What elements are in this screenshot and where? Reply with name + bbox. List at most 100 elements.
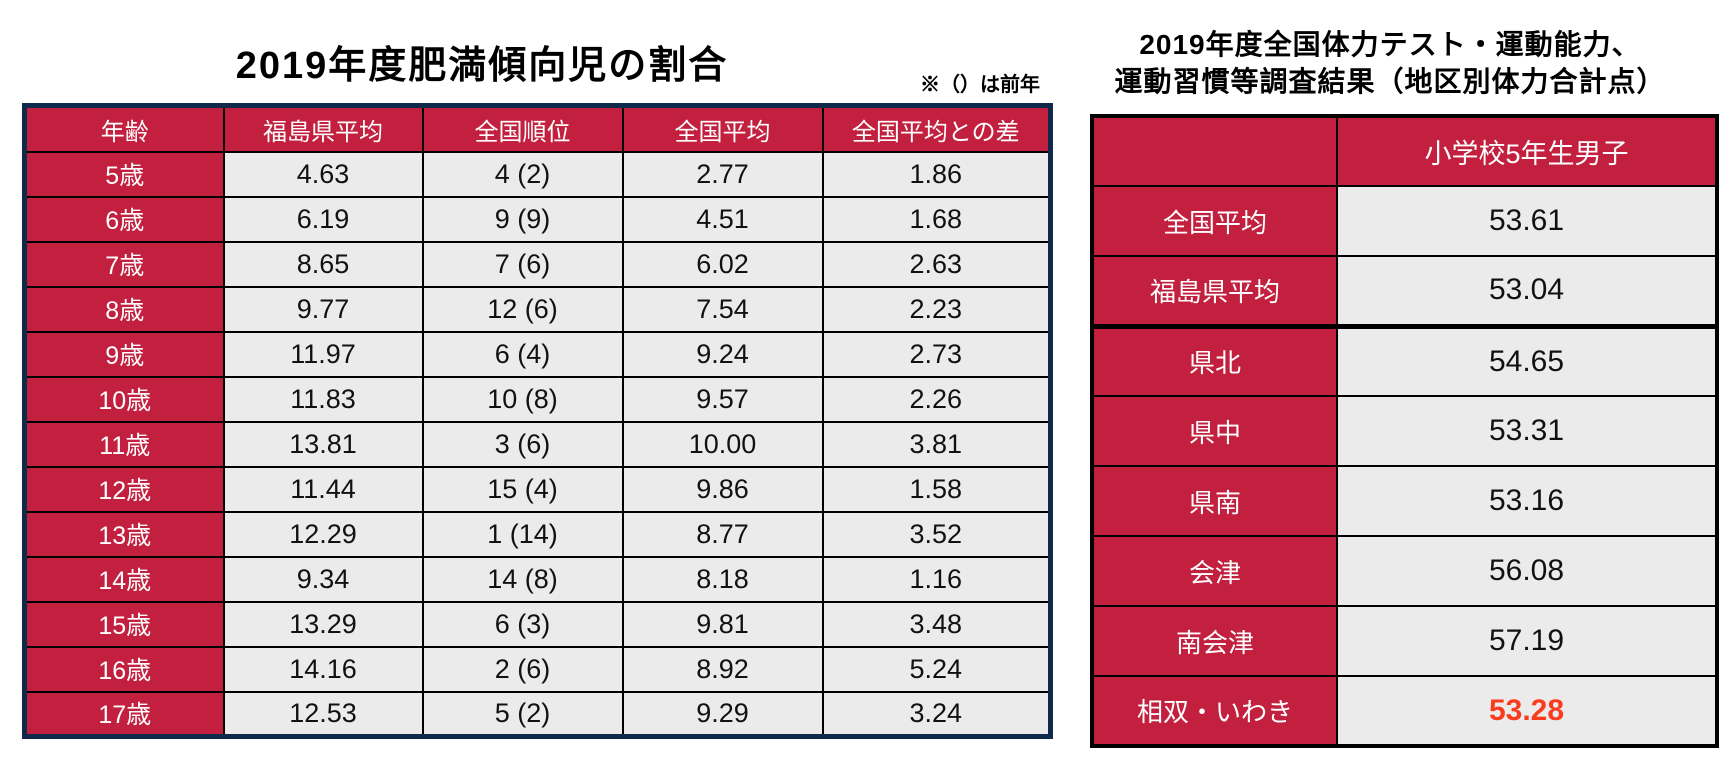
fitness-table-row: 会津 56.08 (1091, 535, 1718, 607)
fitness-title-line1: 2019年度全国体力テスト・運動能力、 (1139, 29, 1641, 60)
region-label-cell: 県北 (1091, 325, 1338, 397)
obesity-table-row: 14歳 9.34 14 (8) 8.18 1.16 (23, 555, 1052, 603)
fukushima-avg-cell: 13.29 (222, 600, 424, 648)
score-value-cell: 53.04 (1336, 255, 1718, 329)
age-cell: 10歳 (23, 375, 225, 423)
age-cell: 15歳 (23, 600, 225, 648)
obesity-table-row: 10歳 11.83 10 (8) 9.57 2.26 (23, 375, 1052, 423)
obesity-table: 年齢 福島県平均 全国順位 全国平均 全国平均との差 5歳 4.63 4 (2) 2.77 1.… (22, 103, 1053, 739)
national-rank-cell: 6 (4) (421, 330, 624, 378)
score-value-cell: 53.31 (1336, 395, 1718, 467)
fukushima-avg-cell: 6.19 (222, 195, 424, 243)
national-rank-cell: 10 (8) (421, 375, 624, 423)
fitness-table-row: 県北 54.65 (1091, 325, 1718, 397)
obesity-table-row: 11歳 13.81 3 (6) 10.00 3.81 (23, 420, 1052, 468)
score-value-cell: 56.08 (1336, 535, 1718, 607)
national-rank-cell: 5 (2) (421, 690, 624, 738)
national-avg-cell: 8.77 (621, 510, 824, 558)
national-rank-cell: 7 (6) (421, 240, 624, 288)
fukushima-avg-cell: 9.77 (222, 285, 424, 333)
national-avg-cell: 9.29 (621, 690, 824, 738)
fukushima-avg-cell: 14.16 (222, 645, 424, 693)
age-cell: 5歳 (23, 150, 225, 198)
obesity-table-row: 5歳 4.63 4 (2) 2.77 1.86 (23, 150, 1052, 198)
age-cell: 14歳 (23, 555, 225, 603)
national-avg-cell: 10.00 (621, 420, 824, 468)
region-label-cell: 福島県平均 (1091, 255, 1338, 329)
age-cell: 11歳 (23, 420, 225, 468)
diff-cell: 2.73 (821, 330, 1052, 378)
national-rank-cell: 2 (6) (421, 645, 624, 693)
diff-cell: 3.81 (821, 420, 1052, 468)
obesity-header-cell: 福島県平均 (222, 104, 424, 153)
obesity-header-row: 年齢 福島県平均 全国順位 全国平均 全国平均との差 (23, 104, 1052, 153)
diff-cell: 1.58 (821, 465, 1052, 513)
obesity-table-row: 7歳 8.65 7 (6) 6.02 2.63 (23, 240, 1052, 288)
diff-cell: 3.48 (821, 600, 1052, 648)
fukushima-avg-cell: 9.34 (222, 555, 424, 603)
diff-cell: 5.24 (821, 645, 1052, 693)
national-rank-cell: 3 (6) (421, 420, 624, 468)
obesity-table-row: 17歳 12.53 5 (2) 9.29 3.24 (23, 690, 1052, 738)
fukushima-avg-cell: 11.97 (222, 330, 424, 378)
fukushima-avg-cell: 13.81 (222, 420, 424, 468)
national-rank-cell: 12 (6) (421, 285, 624, 333)
fitness-table-row: 福島県平均 53.04 (1091, 255, 1718, 329)
region-label-cell: 南会津 (1091, 605, 1338, 677)
diff-cell: 3.52 (821, 510, 1052, 558)
fitness-table-row: 南会津 57.19 (1091, 605, 1718, 677)
obesity-header-cell: 全国平均との差 (821, 104, 1052, 153)
obesity-table-row: 13歳 12.29 1 (14) 8.77 3.52 (23, 510, 1052, 558)
national-avg-cell: 9.24 (621, 330, 824, 378)
national-avg-cell: 9.86 (621, 465, 824, 513)
fitness-title-line2: 運動習慣等調査結果（地区別体力合計点） (1114, 66, 1666, 97)
national-avg-cell: 9.57 (621, 375, 824, 423)
age-cell: 12歳 (23, 465, 225, 513)
obesity-table-row: 8歳 9.77 12 (6) 7.54 2.23 (23, 285, 1052, 333)
obesity-header-cell: 全国順位 (421, 104, 624, 153)
national-rank-cell: 6 (3) (421, 600, 624, 648)
score-value-cell: 53.28 (1336, 675, 1718, 747)
diff-cell: 1.16 (821, 555, 1052, 603)
national-rank-cell: 9 (9) (421, 195, 624, 243)
diff-cell: 2.26 (821, 375, 1052, 423)
national-rank-cell: 4 (2) (421, 150, 624, 198)
region-label-cell: 相双・いわき (1091, 675, 1338, 747)
fitness-corner-cell (1091, 115, 1338, 187)
national-avg-cell: 6.02 (621, 240, 824, 288)
age-cell: 17歳 (23, 690, 225, 738)
age-cell: 9歳 (23, 330, 225, 378)
fitness-table-body: 全国平均 53.61 福島県平均 53.04 県北 54.65 県中 53.31 県南 53.16… (1091, 185, 1718, 747)
national-avg-cell: 8.92 (621, 645, 824, 693)
national-rank-cell: 1 (14) (421, 510, 624, 558)
national-avg-cell: 2.77 (621, 150, 824, 198)
region-label-cell: 会津 (1091, 535, 1338, 607)
fitness-table-row: 相双・いわき 53.28 (1091, 675, 1718, 747)
score-value-cell: 53.16 (1336, 465, 1718, 537)
diff-cell: 1.68 (821, 195, 1052, 243)
fitness-table-row: 全国平均 53.61 (1091, 185, 1718, 257)
age-cell: 16歳 (23, 645, 225, 693)
fukushima-avg-cell: 11.44 (222, 465, 424, 513)
score-value-cell: 54.65 (1336, 325, 1718, 397)
fitness-table-row: 県南 53.16 (1091, 465, 1718, 537)
fitness-table: 小学校5年生男子 全国平均 53.61 福島県平均 53.04 県北 54.65 県中 53.… (1090, 114, 1719, 748)
obesity-table-title: 2019年度肥満傾向児の割合 (235, 45, 729, 87)
national-avg-cell: 7.54 (621, 285, 824, 333)
fukushima-avg-cell: 11.83 (222, 375, 424, 423)
national-rank-cell: 14 (8) (421, 555, 624, 603)
fukushima-avg-cell: 12.53 (222, 690, 424, 738)
obesity-header-cell: 全国平均 (621, 104, 824, 153)
diff-cell: 2.23 (821, 285, 1052, 333)
fitness-table-row: 県中 53.31 (1091, 395, 1718, 467)
fukushima-avg-cell: 4.63 (222, 150, 424, 198)
diff-cell: 1.86 (821, 150, 1052, 198)
obesity-table-row: 16歳 14.16 2 (6) 8.92 5.24 (23, 645, 1052, 693)
obesity-table-row: 9歳 11.97 6 (4) 9.24 2.73 (23, 330, 1052, 378)
fukushima-avg-cell: 12.29 (222, 510, 424, 558)
obesity-table-body: 5歳 4.63 4 (2) 2.77 1.86 6歳 6.19 9 (9) 4.51 1.68 7歳… (23, 150, 1052, 738)
diff-cell: 3.24 (821, 690, 1052, 738)
fitness-table-title: 2019年度全国体力テスト・運動能力、 運動習慣等調査結果（地区別体力合計点） (1055, 26, 1725, 100)
national-avg-cell: 8.18 (621, 555, 824, 603)
obesity-header-cell: 年齢 (23, 104, 225, 153)
